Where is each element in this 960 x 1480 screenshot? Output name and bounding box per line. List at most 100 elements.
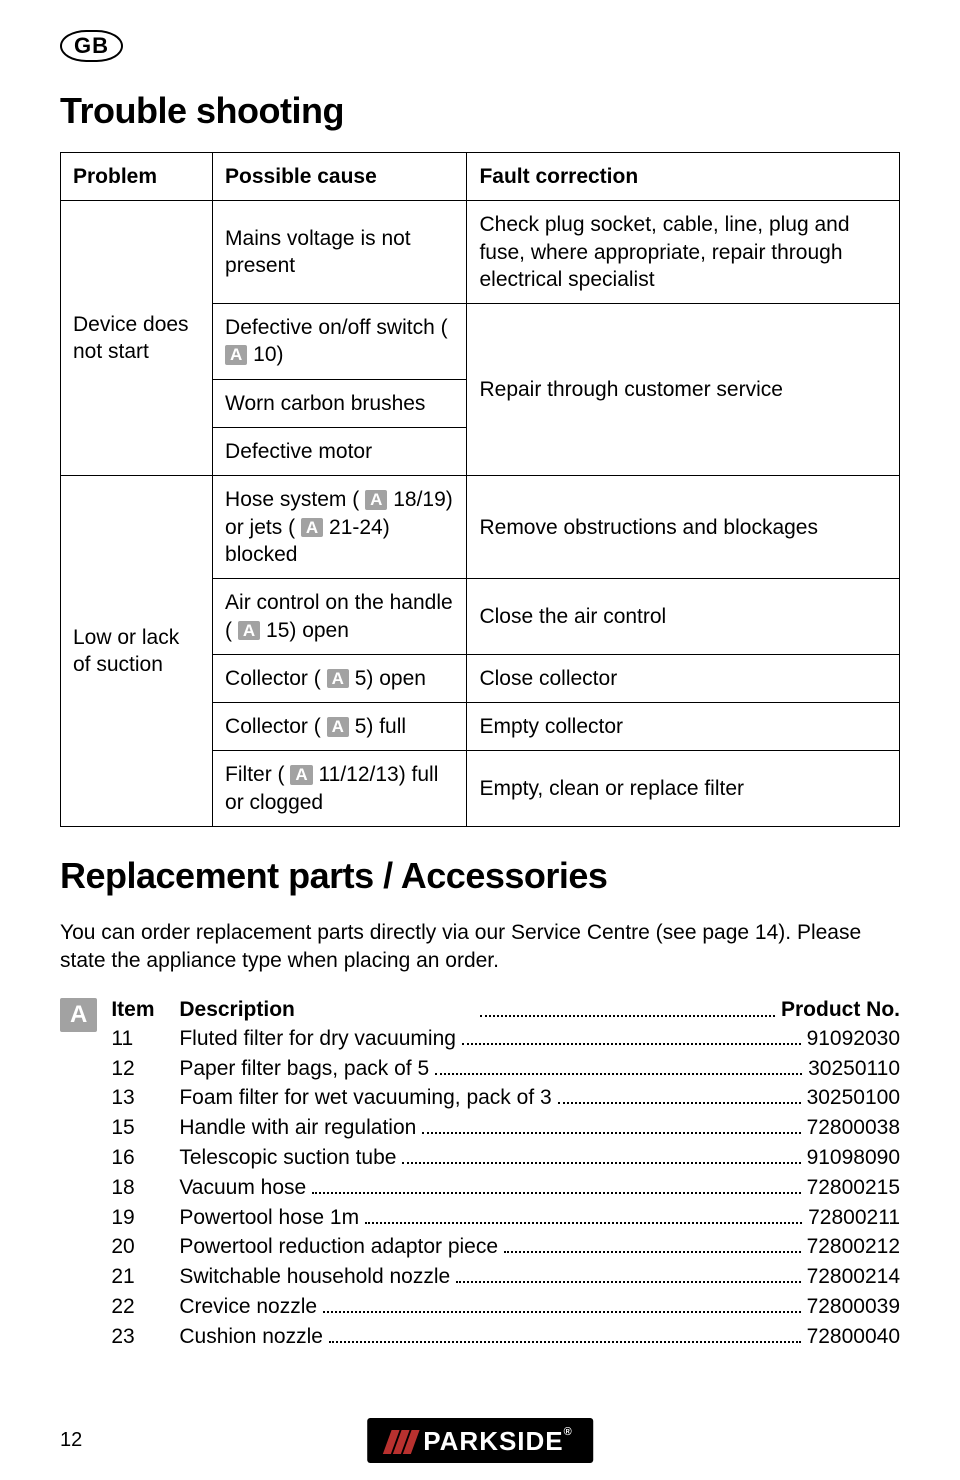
item-desc: Telescopic suction tube bbox=[179, 1143, 396, 1173]
ref-icon: A bbox=[60, 998, 97, 1032]
item-desc: Paper filter bags, pack of 5 bbox=[179, 1054, 429, 1084]
cell-problem: Device does not start bbox=[61, 201, 213, 476]
product-no: 72800040 bbox=[807, 1322, 900, 1352]
ref-icon: A bbox=[225, 345, 247, 365]
trouble-table: Problem Possible cause Fault correction … bbox=[60, 152, 900, 827]
ref-icon: A bbox=[365, 490, 387, 510]
cell-fix: Empty collector bbox=[467, 703, 900, 751]
product-no: 30250100 bbox=[807, 1083, 900, 1113]
ref-icon: A bbox=[301, 518, 323, 538]
cell-fix: Empty, clean or replace filter bbox=[467, 751, 900, 827]
parts-row: 16Telescopic suction tube91098090 bbox=[111, 1143, 900, 1173]
leader-dots bbox=[323, 1311, 800, 1313]
item-desc: Fluted filter for dry vacuuming bbox=[179, 1024, 456, 1054]
leader-dots bbox=[480, 998, 775, 1017]
item-no: 19 bbox=[111, 1203, 179, 1233]
cell-fix: Check plug socket, cable, line, plug and… bbox=[467, 201, 900, 304]
ref-icon: A bbox=[290, 765, 312, 785]
page-number: 12 bbox=[60, 1429, 82, 1452]
intro-text: You can order replacement parts directly… bbox=[60, 919, 900, 976]
leader-dots bbox=[402, 1162, 800, 1164]
parts-row: 20Powertool reduction adaptor piece 72800… bbox=[111, 1232, 900, 1262]
item-no: 12 bbox=[111, 1054, 179, 1084]
cell-cause: Defective motor bbox=[213, 428, 467, 476]
cell-fix: Remove obstructions and blockages bbox=[467, 476, 900, 579]
product-no: 72800214 bbox=[807, 1262, 900, 1292]
leader-dots bbox=[365, 1222, 802, 1224]
cell-cause: Hose system ( A 18/19) or jets ( A 21-24… bbox=[213, 476, 467, 579]
region-badge: GB bbox=[60, 30, 123, 62]
item-no: 11 bbox=[111, 1024, 179, 1054]
leader-dots bbox=[462, 1043, 801, 1045]
parts-row: 19Powertool hose 1m 72800211 bbox=[111, 1203, 900, 1233]
parts-row: 23Cushion nozzle 72800040 bbox=[111, 1322, 900, 1352]
section-ref-icon: A bbox=[60, 998, 97, 1352]
leader-dots bbox=[422, 1132, 800, 1134]
heading-trouble: Trouble shooting bbox=[60, 90, 900, 132]
table-header-row: Problem Possible cause Fault correction bbox=[61, 153, 900, 201]
product-no: 72800212 bbox=[807, 1232, 900, 1262]
brand-stripes-icon bbox=[383, 1430, 420, 1454]
leader-dots bbox=[435, 1073, 802, 1075]
leader-dots bbox=[312, 1192, 800, 1194]
brand-logo: PARKSIDE® bbox=[367, 1418, 593, 1463]
parts-header: Item Description Product No. bbox=[111, 998, 900, 1022]
cell-fix: Close collector bbox=[467, 654, 900, 702]
product-no: 91092030 bbox=[807, 1024, 900, 1054]
item-no: 22 bbox=[111, 1292, 179, 1322]
th-problem: Problem bbox=[61, 153, 213, 201]
product-no: 72800215 bbox=[807, 1173, 900, 1203]
cell-fix: Close the air control bbox=[467, 579, 900, 655]
parts-row: 15Handle with air regulation72800038 bbox=[111, 1113, 900, 1143]
th-fix: Fault correction bbox=[467, 153, 900, 201]
cell-cause: Defective on/off switch ( A 10) bbox=[213, 304, 467, 380]
parts-list: Item Description Product No. 11Fluted fi… bbox=[111, 998, 900, 1352]
page-footer: 12 PARKSIDE® bbox=[60, 1429, 900, 1452]
item-no: 13 bbox=[111, 1083, 179, 1113]
item-desc: Powertool reduction adaptor piece bbox=[179, 1232, 498, 1262]
table-row: Device does not start Mains voltage is n… bbox=[61, 201, 900, 304]
item-no: 18 bbox=[111, 1173, 179, 1203]
cell-cause: Worn carbon brushes bbox=[213, 379, 467, 427]
parts-row: 18Vacuum hose 72800215 bbox=[111, 1173, 900, 1203]
item-desc: Vacuum hose bbox=[179, 1173, 306, 1203]
registered-icon: ® bbox=[564, 1426, 573, 1438]
cell-cause: Collector ( A 5) full bbox=[213, 703, 467, 751]
product-no: 30250110 bbox=[808, 1054, 900, 1084]
cell-cause: Collector ( A 5) open bbox=[213, 654, 467, 702]
cell-cause: Mains voltage is not present bbox=[213, 201, 467, 304]
parts-row: 12Paper filter bags, pack of 5 30250110 bbox=[111, 1054, 900, 1084]
leader-dots bbox=[456, 1281, 800, 1283]
item-no: 23 bbox=[111, 1322, 179, 1352]
header-prod: Product No. bbox=[781, 998, 900, 1022]
product-no: 91098090 bbox=[807, 1143, 900, 1173]
cell-cause: Air control on the handle ( A 15) open bbox=[213, 579, 467, 655]
table-row: Low or lack of suction Hose system ( A 1… bbox=[61, 476, 900, 579]
brand-name: PARKSIDE® bbox=[423, 1426, 573, 1457]
ref-icon: A bbox=[327, 669, 349, 689]
item-desc: Powertool hose 1m bbox=[179, 1203, 359, 1233]
heading-replacement: Replacement parts / Accessories bbox=[60, 855, 900, 897]
header-item: Item bbox=[111, 998, 179, 1022]
item-desc: Foam filter for wet vacuuming, pack of 3 bbox=[179, 1083, 551, 1113]
parts-row: 13Foam filter for wet vacuuming, pack of… bbox=[111, 1083, 900, 1113]
item-desc: Cushion nozzle bbox=[179, 1322, 323, 1352]
ref-icon: A bbox=[327, 717, 349, 737]
ref-icon: A bbox=[238, 621, 260, 641]
th-cause: Possible cause bbox=[213, 153, 467, 201]
leader-dots bbox=[558, 1102, 801, 1104]
item-no: 20 bbox=[111, 1232, 179, 1262]
cell-fix: Repair through customer service bbox=[467, 304, 900, 476]
parts-row: 22Crevice nozzle 72800039 bbox=[111, 1292, 900, 1322]
product-no: 72800211 bbox=[808, 1203, 900, 1233]
leader-dots bbox=[504, 1251, 801, 1253]
item-no: 21 bbox=[111, 1262, 179, 1292]
cell-cause: Filter ( A 11/12/13) full or clogged bbox=[213, 751, 467, 827]
parts-row: 11Fluted filter for dry vacuuming 9109203… bbox=[111, 1024, 900, 1054]
parts-section: A Item Description Product No. 11Fluted … bbox=[60, 998, 900, 1352]
item-desc: Crevice nozzle bbox=[179, 1292, 317, 1322]
product-no: 72800039 bbox=[807, 1292, 900, 1322]
item-no: 15 bbox=[111, 1113, 179, 1143]
product-no: 72800038 bbox=[807, 1113, 900, 1143]
item-desc: Switchable household nozzle bbox=[179, 1262, 450, 1292]
